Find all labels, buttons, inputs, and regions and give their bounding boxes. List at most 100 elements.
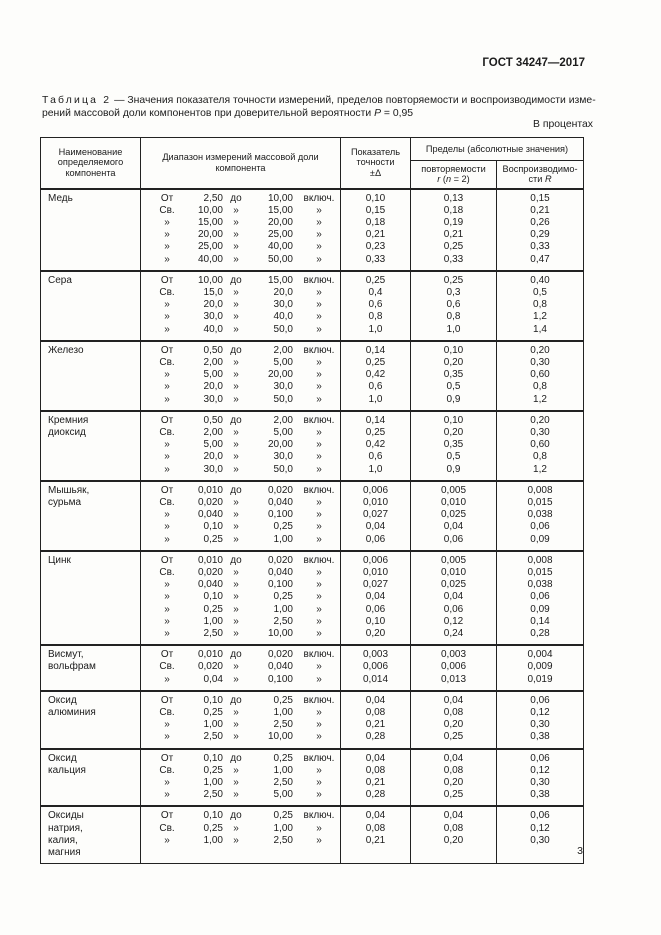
value: 0,21 [365, 834, 386, 846]
value: 0,33 [443, 253, 464, 265]
value: 0,004 [527, 649, 553, 661]
value: 0,025 [440, 579, 467, 591]
repeatability-cell: 0,04 0,08 0,20 [410, 805, 497, 865]
value: 0,25 [443, 241, 464, 253]
table-body: Медь От 2,50 до 10,00 включ. Св. 10,00» 15,00»» 1… [40, 187, 585, 865]
component-row: Сера От 10,00 до 15,00 включ. Св. 15,0» 20,0»» 20… [40, 269, 585, 342]
value: 0,40 [530, 274, 550, 286]
value: 1,0 [446, 323, 461, 335]
value: 0,28 [365, 789, 386, 801]
value: 0,60 [530, 369, 550, 381]
range-line: » 5,00» 20,00» [164, 439, 322, 451]
column-header-accuracy: Показатель точности ±Δ [340, 137, 411, 189]
component-row: Цинк От 0,010 до 0,020 включ. Св. 0,020» 0,040»»… [40, 549, 585, 646]
range-line: От 0,10 до 0,25 включ. [160, 694, 335, 706]
range-line: » 30,0» 50,0» [164, 463, 322, 475]
value: 1,0 [368, 323, 383, 335]
component-name-cell: Висмут, вольфрам [40, 644, 141, 692]
value: 0,04 [443, 810, 464, 822]
column-header-repeatability: повторяемости r (n = 2) [410, 160, 497, 189]
value: 0,009 [527, 661, 553, 673]
value: 0,04 [443, 591, 464, 603]
component-name-cell: Оксид кальция [40, 747, 141, 807]
value: 0,15 [530, 192, 550, 204]
value: 0,18 [365, 216, 386, 228]
column-header-range: Диапазон измерений массовой доли компоне… [140, 137, 341, 189]
range-line: Св. 0,020» 0,040» [159, 496, 322, 508]
value: 0,23 [365, 241, 386, 253]
value: 0,027 [362, 509, 389, 521]
reproducibility-cell: 0,06 0,12 0,30 0,38 [495, 689, 585, 750]
range-cell: От 2,50 до 10,00 включ. Св. 10,00» 15,00»» 15,00… [140, 187, 341, 272]
value: 0,30 [530, 356, 550, 368]
range-line: Св. 15,0» 20,0» [159, 286, 322, 298]
range-line: » 25,00» 40,00» [164, 241, 322, 253]
value: 0,10 [443, 344, 464, 356]
value: 0,24 [443, 628, 464, 639]
value: 0,42 [365, 369, 386, 381]
value: 0,21 [365, 229, 386, 241]
value: 0,19 [443, 216, 464, 228]
range-line: Св. 10,00» 15,00» [159, 204, 322, 216]
accuracy-cell: 0,04 0,08 0,21 0,28 [340, 747, 411, 807]
value: 0,013 [440, 673, 467, 685]
value: 0,003 [440, 649, 467, 661]
range-line: От 10,00 до 15,00 включ. [160, 274, 335, 286]
range-line: » 0,25» 1,00» [164, 533, 322, 545]
value: 0,04 [365, 810, 386, 822]
value: 0,18 [443, 204, 464, 216]
value: 0,09 [530, 603, 550, 615]
value: 0,20 [443, 834, 464, 846]
table-header: Наименование определяемого компонента Ди… [40, 137, 585, 189]
reproducibility-cell: 0,06 0,12 0,30 0,38 [495, 747, 585, 807]
value: 0,20 [443, 426, 464, 438]
value: 0,08 [443, 822, 464, 834]
value: 0,35 [443, 369, 464, 381]
range-line: » 0,25» 1,00» [164, 603, 322, 615]
value: 0,38 [530, 789, 550, 801]
value: 0,25 [443, 731, 464, 743]
component-name-cell: Кремния диоксид [40, 409, 141, 482]
value: 0,21 [443, 229, 464, 241]
range-line: » 1,00» 2,50» [164, 777, 322, 789]
repeatability-cell: 0,04 0,08 0,20 0,25 [410, 689, 497, 750]
value: 0,010 [440, 496, 467, 508]
value: 0,8 [533, 299, 547, 311]
value: 0,10 [365, 615, 386, 627]
repeatability-cell: 0,10 0,20 0,35 0,5 0,9 [410, 339, 497, 412]
value: 0,30 [530, 426, 550, 438]
reproducibility-cell: 0,06 0,12 0,30 [495, 805, 585, 865]
range-line: От 0,010 до 0,020 включ. [160, 484, 335, 496]
accuracy-cell: 0,04 0,08 0,21 0,28 [340, 689, 411, 750]
accuracy-cell: 0,04 0,08 0,21 [340, 805, 411, 865]
value: 0,20 [443, 777, 464, 789]
component-row: Медь От 2,50 до 10,00 включ. Св. 10,00» 15,00»» 1… [40, 187, 585, 272]
page-number: 3 [577, 845, 583, 857]
measurement-precision-table: Наименование определяемого компонента Ди… [40, 137, 585, 865]
value: 0,25 [443, 274, 464, 286]
value: 0,008 [527, 484, 553, 496]
doc-number: ГОСТ 34247—2017 [482, 57, 585, 69]
value: 1,4 [533, 323, 547, 335]
value: 0,06 [530, 521, 550, 533]
value: 0,3 [446, 286, 461, 298]
value: 0,6 [368, 381, 383, 393]
value: 0,8 [533, 381, 547, 393]
range-line: От 0,10 до 0,25 включ. [160, 752, 335, 764]
value: 0,06 [530, 752, 550, 764]
value: 0,25 [443, 789, 464, 801]
component-name-cell: Мышьяк, сурьма [40, 479, 141, 552]
value: 0,003 [362, 649, 389, 661]
table-caption-label: Таблица 2 [42, 95, 112, 107]
value: 0,42 [365, 439, 386, 451]
repeatability-cell: 0,003 0,006 0,013 [410, 644, 497, 692]
value: 0,014 [362, 673, 389, 685]
value: 0,04 [443, 752, 464, 764]
component-name-cell: Оксиды натрия, калия, магния [40, 805, 141, 865]
value: 0,006 [362, 554, 389, 566]
range-cell: От 0,010 до 0,020 включ. Св. 0,020» 0,040»» 0,04… [140, 549, 341, 646]
component-row: Оксид алюминия От 0,10 до 0,25 включ. Св. 0,25» 1… [40, 689, 585, 750]
value: 0,20 [443, 719, 464, 731]
value: 1,0 [368, 463, 383, 475]
accuracy-cell: 0,006 0,010 0,027 0,04 0,06 0,10 0,20 [340, 549, 411, 646]
